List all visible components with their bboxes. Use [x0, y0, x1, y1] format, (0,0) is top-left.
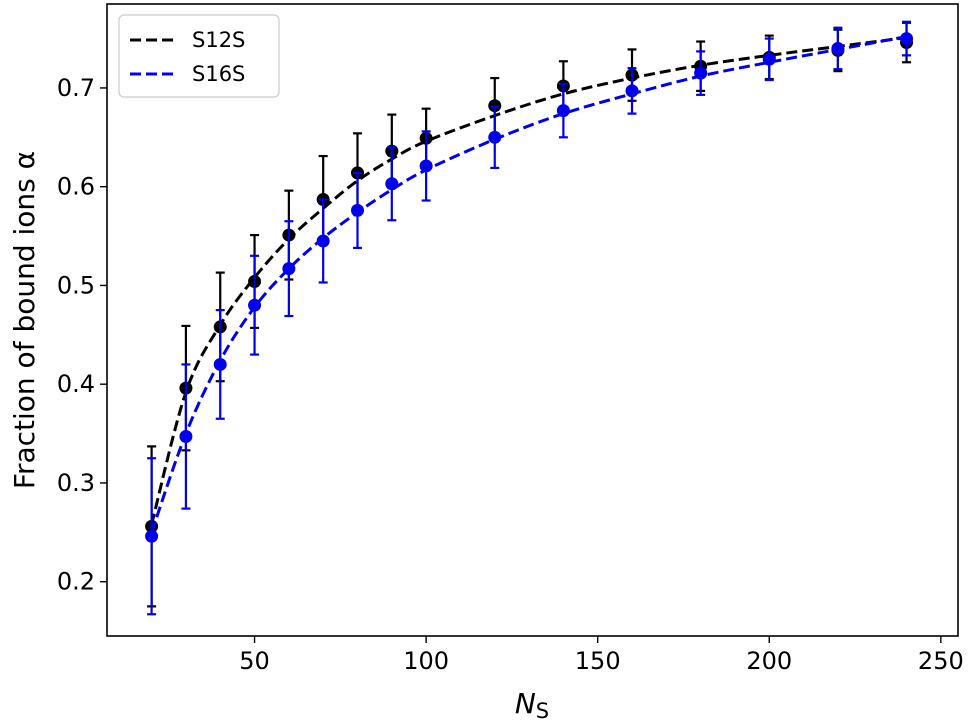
series-s16s: [145, 20, 914, 616]
data-point-s16s: [488, 130, 502, 144]
data-point-s16s: [625, 84, 639, 98]
y-axis-label: Fraction of bound ions α: [8, 151, 41, 489]
x-axis-label: NS: [515, 687, 549, 722]
x-axis-label-main: N: [515, 687, 536, 720]
fit-line-s16s: [150, 35, 907, 533]
x-tick-label: 100: [403, 647, 449, 675]
series-layer: [145, 20, 914, 616]
data-point-s16s: [213, 357, 227, 371]
data-point-s16s: [145, 529, 159, 543]
y-tick-label: 0.6: [57, 173, 95, 201]
legend-box: [118, 14, 280, 98]
data-point-s16s: [831, 41, 845, 55]
data-point-s16s: [762, 52, 776, 66]
fit-line-s12s: [150, 36, 907, 525]
data-point-s16s: [556, 104, 570, 118]
y-axis-ticks: 0.2 0.3 0.4 0.5 0.6 0.7: [57, 74, 107, 596]
data-point-s16s: [316, 234, 330, 248]
legend: S12S S16S: [118, 14, 280, 98]
x-tick-label: 150: [575, 647, 621, 675]
x-axis-ticks: 50 100 150 200 250: [239, 636, 964, 675]
y-tick-label: 0.7: [57, 74, 95, 102]
data-point-s16s: [350, 203, 364, 217]
data-point-s16s: [248, 298, 262, 312]
series-s12s: [145, 21, 914, 608]
y-tick-label: 0.4: [57, 370, 95, 398]
data-point-s16s: [282, 262, 296, 276]
x-tick-label: 50: [239, 647, 270, 675]
y-tick-label: 0.2: [57, 568, 95, 596]
y-tick-label: 0.5: [57, 271, 95, 299]
y-tick-label: 0.3: [57, 469, 95, 497]
legend-label-s12s: S12S: [192, 28, 245, 52]
data-point-s16s: [694, 66, 708, 80]
x-axis-label-subscript: S: [536, 699, 549, 722]
x-tick-label: 200: [746, 647, 792, 675]
data-point-s16s: [419, 159, 433, 173]
plot-frame: [106, 3, 959, 637]
legend-label-s16s: S16S: [192, 62, 245, 86]
data-point-s16s: [385, 177, 399, 191]
data-point-s16s: [900, 32, 914, 46]
data-point-s16s: [179, 430, 193, 444]
x-tick-label: 250: [918, 647, 964, 675]
